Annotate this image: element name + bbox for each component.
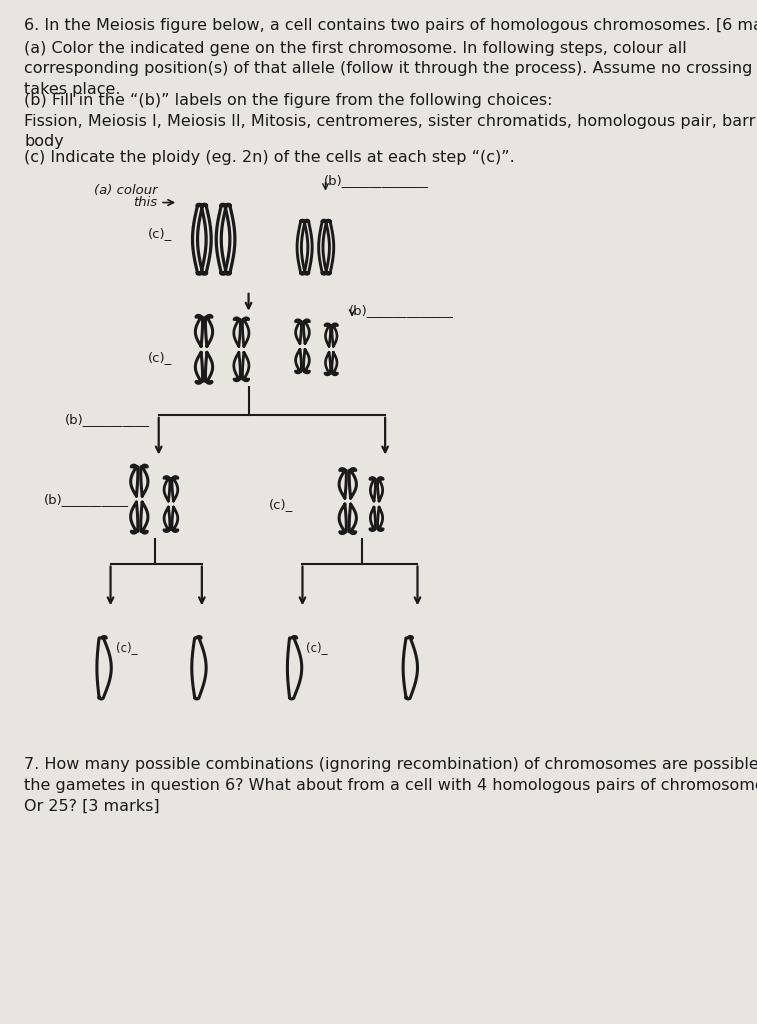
Text: (c)_: (c)_ [148,351,172,364]
Text: 7. How many possible combinations (ignoring recombination) of chromosomes are po: 7. How many possible combinations (ignor… [24,757,757,814]
Text: (c)_: (c)_ [269,498,293,511]
Text: (a) Color the indicated gene on the first chromosome. In following steps, colour: (a) Color the indicated gene on the firs… [24,41,757,96]
Text: (b) Fill in the “(b)” labels on the figure from the following choices:
Fission, : (b) Fill in the “(b)” labels on the figu… [24,93,755,150]
Text: (b)_____________: (b)_____________ [324,174,429,187]
Text: (b)__________: (b)__________ [44,493,129,506]
Text: 6. In the Meiosis figure below, a cell contains two pairs of homologous chromoso: 6. In the Meiosis figure below, a cell c… [24,18,757,33]
Text: (b)_____________: (b)_____________ [349,304,454,317]
Text: (a) colour: (a) colour [94,184,157,198]
Text: this: this [133,196,157,209]
Text: (c) Indicate the ploidy (eg. 2n) of the cells at each step “(c)”.: (c) Indicate the ploidy (eg. 2n) of the … [24,150,515,165]
Text: (c)_: (c)_ [306,641,328,654]
Text: (c)_: (c)_ [116,641,137,654]
Text: (b)__________: (b)__________ [65,414,151,426]
Text: (c)_: (c)_ [148,226,172,240]
